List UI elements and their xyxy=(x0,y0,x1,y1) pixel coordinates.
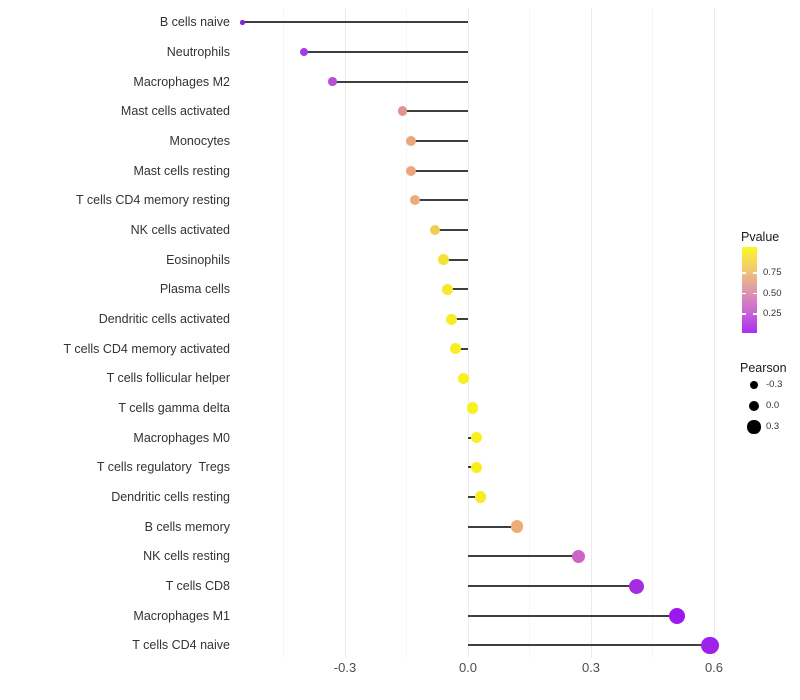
y-axis-tick-label: Plasma cells xyxy=(159,282,230,297)
data-point xyxy=(405,165,416,176)
y-axis-tick-label: T cells regulatory Tregs xyxy=(96,460,230,475)
gridline-minor xyxy=(283,8,284,658)
data-point xyxy=(438,254,449,266)
y-axis-tick-label: NK cells activated xyxy=(130,222,230,237)
gradient-tick-mark xyxy=(742,292,746,295)
data-point xyxy=(446,313,458,325)
lollipop-stem xyxy=(402,110,468,113)
y-axis-tick-label: T cells gamma delta xyxy=(118,401,230,415)
y-axis-tick-label: T cells CD4 naive xyxy=(132,638,230,653)
data-point xyxy=(442,283,453,295)
lollipop-stem xyxy=(455,347,468,350)
gridline-major xyxy=(590,8,592,658)
gradient-tick-mark xyxy=(753,272,757,274)
pearson-legend-label: 0.3 xyxy=(766,421,780,432)
pvalue-legend-title: Pvalue xyxy=(741,230,780,244)
y-axis-tick-label: Mast cells activated xyxy=(120,104,230,119)
x-axis-tick-label: 0.6 xyxy=(704,660,724,675)
y-axis-tick-label: Macrophages M1 xyxy=(133,608,230,623)
lollipop-stem xyxy=(468,525,518,528)
y-axis-tick-label: Eosinophils xyxy=(166,252,230,267)
y-axis-tick-label: T cells CD4 memory resting xyxy=(76,193,230,208)
y-axis-tick-label: NK cells resting xyxy=(143,549,230,564)
y-axis-tick-label: B cells naive xyxy=(159,15,230,30)
data-point xyxy=(450,343,462,355)
lollipop-stem xyxy=(414,199,468,202)
lollipop-stem xyxy=(242,21,468,24)
pearson-legend-dot xyxy=(747,420,761,434)
pvalue-tick-label: 0.25 xyxy=(763,308,782,319)
data-point xyxy=(669,607,686,624)
y-axis-tick-label: Monocytes xyxy=(169,133,230,148)
data-point xyxy=(240,20,245,25)
gridline-major xyxy=(713,8,715,658)
data-point xyxy=(510,520,524,533)
gridline-major xyxy=(467,8,469,658)
lollipop-stem xyxy=(468,496,481,498)
gridline-minor xyxy=(652,8,653,658)
y-axis-tick-label: T cells CD4 memory activated xyxy=(63,341,231,356)
data-point xyxy=(328,77,337,86)
y-axis-tick-label: T cells CD8 xyxy=(165,579,230,594)
pvalue-tick-label: 0.75 xyxy=(763,267,782,278)
lollipop-stem xyxy=(468,555,579,558)
gridline-minor xyxy=(406,8,407,658)
pearson-legend-title: Pearson xyxy=(740,361,787,375)
gradient-tick-mark xyxy=(742,272,746,274)
gridline-major xyxy=(344,8,346,658)
data-point xyxy=(701,636,719,655)
y-axis-tick-label: Neutrophils xyxy=(166,44,230,59)
pearson-legend-dot xyxy=(748,400,760,412)
lollipop-stem xyxy=(447,288,468,291)
data-point xyxy=(470,431,482,444)
lollipop-stem xyxy=(468,585,637,587)
pvalue-gradient-bar xyxy=(742,247,757,333)
data-point xyxy=(458,372,470,384)
y-axis-tick-label: Dendritic cells resting xyxy=(111,490,230,505)
x-axis-tick-label: 0.3 xyxy=(581,660,601,675)
lollipop-stem xyxy=(451,318,468,320)
gradient-tick-mark xyxy=(753,313,757,315)
data-point xyxy=(466,402,478,414)
y-axis-tick-label: T cells follicular helper xyxy=(106,371,230,386)
lollipop-stem xyxy=(468,614,678,617)
lollipop-stem xyxy=(410,140,468,142)
data-point xyxy=(397,106,408,117)
gradient-tick-mark xyxy=(753,292,757,295)
y-axis-tick-label: Mast cells resting xyxy=(133,163,230,178)
lollipop-stem xyxy=(468,644,710,647)
pearson-legend-dot xyxy=(749,380,759,390)
data-point xyxy=(571,549,586,564)
lollipop-stem xyxy=(332,80,468,83)
data-point xyxy=(405,135,416,146)
x-axis-tick-label: 0.0 xyxy=(458,660,478,675)
y-axis-tick-label: Dendritic cells activated xyxy=(98,312,230,326)
pearson-legend-label: 0.0 xyxy=(766,400,780,411)
y-axis-tick-label: B cells memory xyxy=(144,519,230,534)
gridline-minor xyxy=(529,8,530,658)
lollipop-stem xyxy=(443,258,468,261)
gradient-tick-mark xyxy=(742,313,746,315)
y-axis-tick-label: Macrophages M0 xyxy=(133,430,230,445)
pearson-legend-label: -0.3 xyxy=(766,379,783,390)
y-axis-tick-label: Macrophages M2 xyxy=(133,74,230,89)
data-point xyxy=(474,491,487,503)
x-axis-tick-label: -0.3 xyxy=(333,660,357,675)
data-point xyxy=(300,47,308,56)
pvalue-tick-label: 0.50 xyxy=(763,287,782,299)
data-point xyxy=(628,578,644,594)
data-point xyxy=(409,195,420,206)
data-point xyxy=(429,224,441,236)
lollipop-stem xyxy=(435,229,468,231)
lollipop-stem xyxy=(410,169,468,172)
lollipop-stem xyxy=(304,51,468,53)
data-point xyxy=(470,461,482,474)
